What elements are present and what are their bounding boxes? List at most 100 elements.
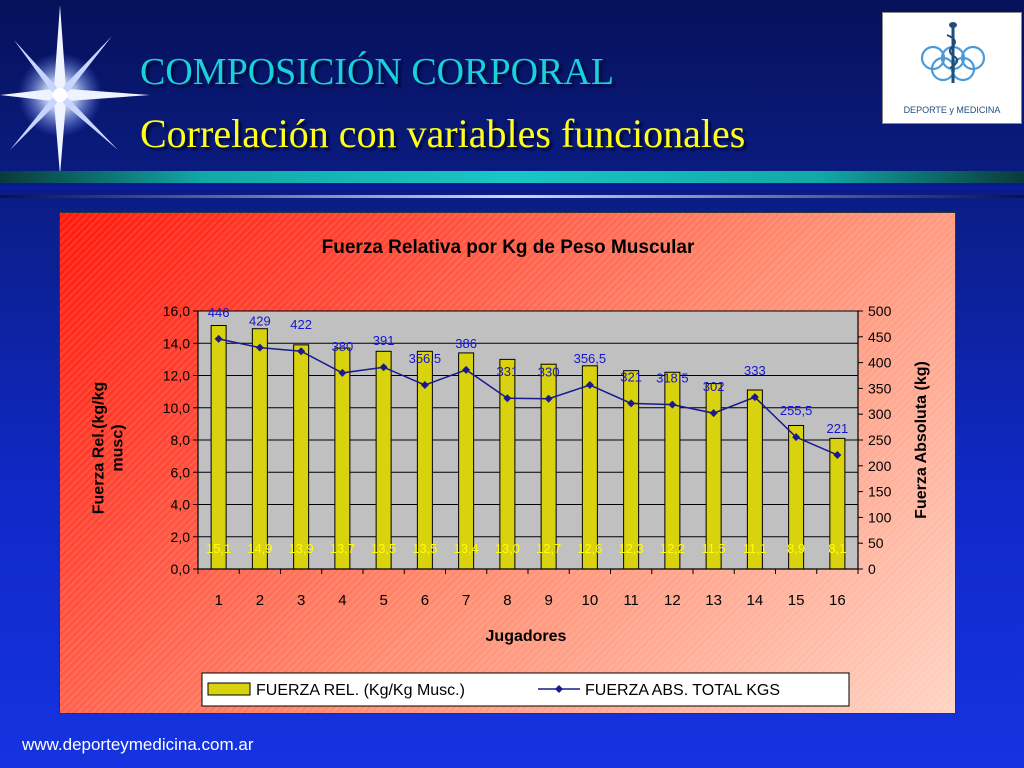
y-tick-label: 16,0: [163, 303, 190, 319]
legend-bar-swatch: [207, 682, 251, 696]
x-tick-label: 1: [214, 592, 222, 609]
line-value-label: 386: [455, 336, 477, 351]
line-marker: [338, 368, 347, 377]
line-marker: [792, 433, 801, 442]
y2-tick-label: 400: [868, 355, 892, 371]
x-tick-label: 7: [462, 592, 470, 609]
y-tick-label: 12,0: [163, 368, 190, 384]
bar-value-label: 13,5: [371, 541, 396, 556]
bar-value-label: 8,1: [828, 541, 846, 556]
x-tick-label: 5: [379, 592, 387, 609]
bar-value-label: 11,5: [701, 541, 725, 556]
legend-label-line: FUERZA ABS. TOTAL KGS: [585, 682, 780, 699]
line-series: [218, 338, 838, 456]
x-tick-label: 15: [788, 592, 805, 609]
divider-band: [0, 171, 1024, 183]
bar-value-label: 13,7: [330, 541, 355, 556]
y-tick-label: 2,0: [171, 529, 191, 545]
logo-text: DEPORTE y MEDICINA: [903, 105, 1001, 115]
line-marker: [627, 399, 636, 408]
bar: [251, 328, 268, 570]
line-value-label: 318,5: [656, 371, 689, 386]
legend: FUERZA REL. (Kg/Kg Musc.) FUERZA ABS. TO…: [201, 672, 850, 707]
line-marker: [379, 363, 388, 372]
bar: [334, 347, 351, 570]
y-tick-label: 10,0: [163, 400, 190, 416]
line-value-label: 331: [497, 364, 519, 379]
bar: [375, 350, 392, 570]
y-tick-label: 8,0: [171, 432, 191, 448]
x-tick-label: 8: [503, 592, 511, 609]
chart-title: Fuerza Relativa por Kg de Peso Muscular: [322, 237, 695, 258]
bar: [581, 365, 598, 570]
bar-value-label: 13,4: [453, 541, 478, 556]
x-tick-label: 6: [421, 592, 429, 609]
bar-value-label: 13,5: [412, 541, 437, 556]
line-marker: [709, 409, 718, 418]
line-marker: [833, 450, 842, 459]
x-tick-label: 12: [664, 592, 681, 609]
line-value-label: 356,5: [409, 351, 442, 366]
y-tick-label: 14,0: [163, 335, 190, 351]
x-tick-label: 3: [297, 592, 305, 609]
y2-axis-label: Fuerza Absoluta (kg): [913, 361, 930, 519]
y2-tick-label: 250: [868, 432, 892, 448]
line-value-label: 321: [620, 369, 642, 384]
line-marker: [255, 343, 264, 352]
y-tick-label: 6,0: [171, 464, 191, 480]
bar-value-label: 14,9: [247, 541, 272, 556]
y2-tick-label: 450: [868, 329, 892, 345]
divider-band: [0, 186, 1024, 189]
bar: [458, 352, 475, 570]
y2-tick-label: 350: [868, 380, 892, 396]
line-value-label: 422: [290, 317, 312, 332]
x-tick-label: 2: [256, 592, 264, 609]
y2-tick-label: 100: [868, 509, 892, 525]
bar-value-label: 12,3: [618, 541, 643, 556]
line-value-label: 330: [538, 365, 560, 380]
y2-tick-label: 0: [868, 561, 876, 577]
y2-tick-label: 150: [868, 484, 892, 500]
line-value-label: 446: [208, 305, 230, 320]
y-tick-label: 0,0: [171, 561, 191, 577]
line-value-label: 429: [249, 314, 271, 329]
y-tick-label: 4,0: [171, 497, 191, 513]
line-marker: [544, 394, 553, 403]
line-value-label: 221: [827, 421, 849, 436]
line-marker: [585, 381, 594, 390]
bar-value-label: 12,7: [536, 541, 561, 556]
line-marker: [503, 394, 512, 403]
y-axis-label: Fuerza Rel.(kg/kg musc): [90, 382, 126, 514]
line-marker: [214, 334, 223, 343]
line-value-label: 380: [332, 339, 354, 354]
line-value-label: 255,5: [780, 403, 813, 418]
x-tick-label: 10: [582, 592, 599, 609]
line-marker: [462, 365, 471, 374]
x-tick-label: 9: [544, 592, 552, 609]
bar: [293, 344, 310, 570]
x-tick-label: 11: [623, 592, 639, 609]
line-value-label: 391: [373, 333, 395, 348]
x-tick-label: 13: [705, 592, 722, 609]
x-tick-label: 14: [747, 592, 764, 609]
y2-tick-label: 200: [868, 458, 892, 474]
slide-subtitle: Correlación con variables funcionales: [140, 111, 746, 156]
legend-label-bars: FUERZA REL. (Kg/Kg Musc.): [256, 682, 465, 699]
slide-title: COMPOSICIÓN CORPORAL: [140, 51, 615, 93]
bar-value-label: 11,1: [743, 541, 767, 556]
divider-band: [0, 195, 1024, 198]
chart-panel: Fuerza Relativa por Kg de Peso Muscular …: [59, 212, 956, 714]
y2-tick-label: 300: [868, 406, 892, 422]
bar-value-label: 8,9: [787, 541, 805, 556]
logo: DEPORTE y MEDICINA: [882, 12, 1022, 124]
star-decoration: [0, 5, 150, 175]
x-tick-label: 4: [338, 592, 346, 609]
bar-value-label: 13,9: [288, 541, 313, 556]
bar: [499, 358, 516, 570]
bar-value-label: 13,0: [495, 541, 520, 556]
line-marker: [420, 381, 429, 390]
chart-svg: Fuerza Relativa por Kg de Peso Muscular …: [90, 237, 930, 707]
line-value-label: 356,5: [574, 351, 607, 366]
line-marker: [297, 347, 306, 356]
line-value-label: 302: [703, 379, 725, 394]
